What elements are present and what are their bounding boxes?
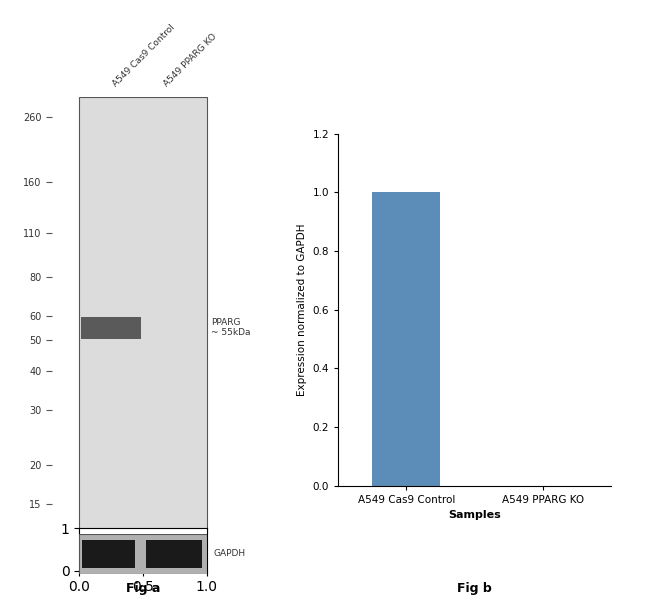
Bar <box>79 97 207 534</box>
X-axis label: Samples: Samples <box>448 510 501 520</box>
Text: Fig b: Fig b <box>457 582 492 595</box>
Bar <box>81 317 141 339</box>
Bar <box>146 540 202 568</box>
Text: GAPDH: GAPDH <box>213 549 245 558</box>
Y-axis label: Expression normalized to GAPDH: Expression normalized to GAPDH <box>297 223 307 396</box>
Text: Fig a: Fig a <box>126 582 160 595</box>
Text: PPARG
~ 55kDa: PPARG ~ 55kDa <box>211 317 251 337</box>
Text: A549 PPARG KO: A549 PPARG KO <box>162 32 218 89</box>
Bar <box>82 540 135 568</box>
Text: A549 Cas9 Control: A549 Cas9 Control <box>111 22 177 89</box>
Bar <box>372 192 441 486</box>
